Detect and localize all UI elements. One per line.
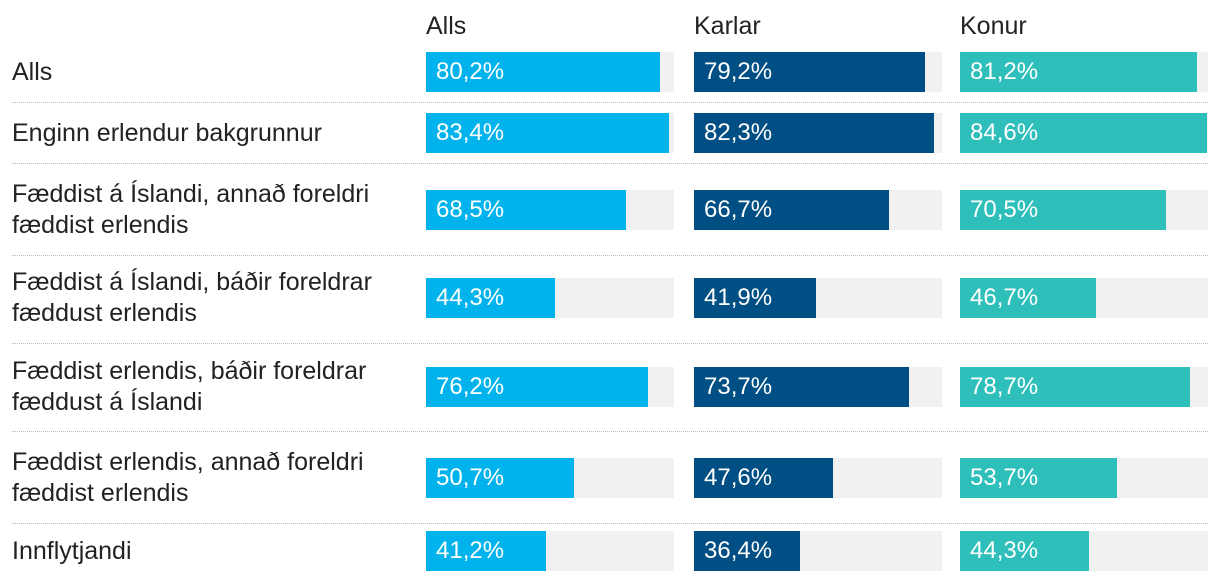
bar bbox=[426, 190, 626, 230]
data-label: 44,3% bbox=[970, 537, 1039, 564]
data-label: 46,7% bbox=[970, 284, 1039, 311]
category-label: Fæddist á Íslandi, annað foreldri fæddis… bbox=[12, 180, 370, 239]
data-label: 53,7% bbox=[970, 464, 1039, 491]
bar-track: 50,7% bbox=[426, 458, 674, 498]
data-label: 76,2% bbox=[436, 373, 505, 400]
bar-track: 83,4% bbox=[426, 113, 674, 153]
bar-track: 78,7% bbox=[960, 367, 1208, 407]
data-label: 36,4% bbox=[704, 537, 773, 564]
data-label: 84,6% bbox=[970, 119, 1039, 146]
category-label: Fæddist á Íslandi, báðir foreldrar fæddu… bbox=[12, 268, 372, 327]
data-label: 79,2% bbox=[704, 58, 773, 85]
bar-track: 81,2% bbox=[960, 52, 1208, 92]
bar-track: 47,6% bbox=[694, 458, 942, 498]
bar-track: 70,5% bbox=[960, 190, 1208, 230]
bar bbox=[694, 113, 934, 153]
bar-track: 46,7% bbox=[960, 278, 1208, 318]
data-label: 70,5% bbox=[970, 196, 1039, 223]
data-label: 68,5% bbox=[436, 196, 505, 223]
bar-track: 53,7% bbox=[960, 458, 1208, 498]
bar bbox=[960, 531, 1089, 571]
bar-track: 41,9% bbox=[694, 278, 942, 318]
bar-track: 36,4% bbox=[694, 531, 942, 571]
row-separator bbox=[12, 343, 1208, 344]
bar bbox=[694, 190, 889, 230]
bar bbox=[426, 52, 660, 92]
data-label: 41,9% bbox=[704, 284, 773, 311]
bar bbox=[694, 278, 816, 318]
bar bbox=[960, 458, 1117, 498]
bar bbox=[694, 367, 909, 407]
data-label: 78,7% bbox=[970, 373, 1039, 400]
bar-track: 68,5% bbox=[426, 190, 674, 230]
bar bbox=[426, 113, 669, 153]
bar-track: 76,2% bbox=[426, 367, 674, 407]
bar bbox=[694, 531, 800, 571]
bar bbox=[960, 278, 1096, 318]
category-label: Enginn erlendur bakgrunnur bbox=[12, 118, 322, 147]
category-label: Alls bbox=[12, 57, 53, 86]
bar-track: 84,6% bbox=[960, 113, 1208, 153]
row-separator bbox=[12, 523, 1208, 524]
data-label: 44,3% bbox=[436, 284, 505, 311]
bar bbox=[426, 458, 574, 498]
row-separator bbox=[12, 102, 1208, 103]
bar bbox=[960, 113, 1207, 153]
bar bbox=[426, 367, 648, 407]
bar-track: 80,2% bbox=[426, 52, 674, 92]
row-separator bbox=[12, 163, 1208, 164]
data-label: 82,3% bbox=[704, 119, 773, 146]
bar-track: 73,7% bbox=[694, 367, 942, 407]
bar-track: 41,2% bbox=[426, 531, 674, 571]
data-label: 66,7% bbox=[704, 196, 773, 223]
data-label: 83,4% bbox=[436, 119, 505, 146]
bar bbox=[426, 278, 555, 318]
bar bbox=[960, 190, 1166, 230]
category-label: Innflytjandi bbox=[12, 536, 132, 565]
row-separator bbox=[12, 255, 1208, 256]
data-label: 47,6% bbox=[704, 464, 773, 491]
bar-track: 66,7% bbox=[694, 190, 942, 230]
category-label: Fæddist erlendis, annað foreldri fæddist… bbox=[12, 448, 364, 507]
bar bbox=[960, 52, 1197, 92]
bar bbox=[694, 458, 833, 498]
row-separator bbox=[12, 431, 1208, 432]
bar-track: 44,3% bbox=[426, 278, 674, 318]
data-label: 81,2% bbox=[970, 58, 1039, 85]
bar bbox=[960, 367, 1190, 407]
column-header-3: Konur bbox=[960, 12, 1027, 40]
column-header-1: Alls bbox=[426, 12, 467, 40]
data-label: 41,2% bbox=[436, 537, 505, 564]
bar-track: 79,2% bbox=[694, 52, 942, 92]
bar bbox=[694, 52, 925, 92]
bar bbox=[426, 531, 546, 571]
category-label: Fæddist erlendis, báðir foreldrar fæddus… bbox=[12, 357, 367, 416]
data-label: 80,2% bbox=[436, 58, 505, 85]
column-header-2: Karlar bbox=[694, 12, 761, 40]
data-label: 73,7% bbox=[704, 373, 773, 400]
data-label: 50,7% bbox=[436, 464, 505, 491]
bar-track: 44,3% bbox=[960, 531, 1208, 571]
bar-track: 82,3% bbox=[694, 113, 942, 153]
